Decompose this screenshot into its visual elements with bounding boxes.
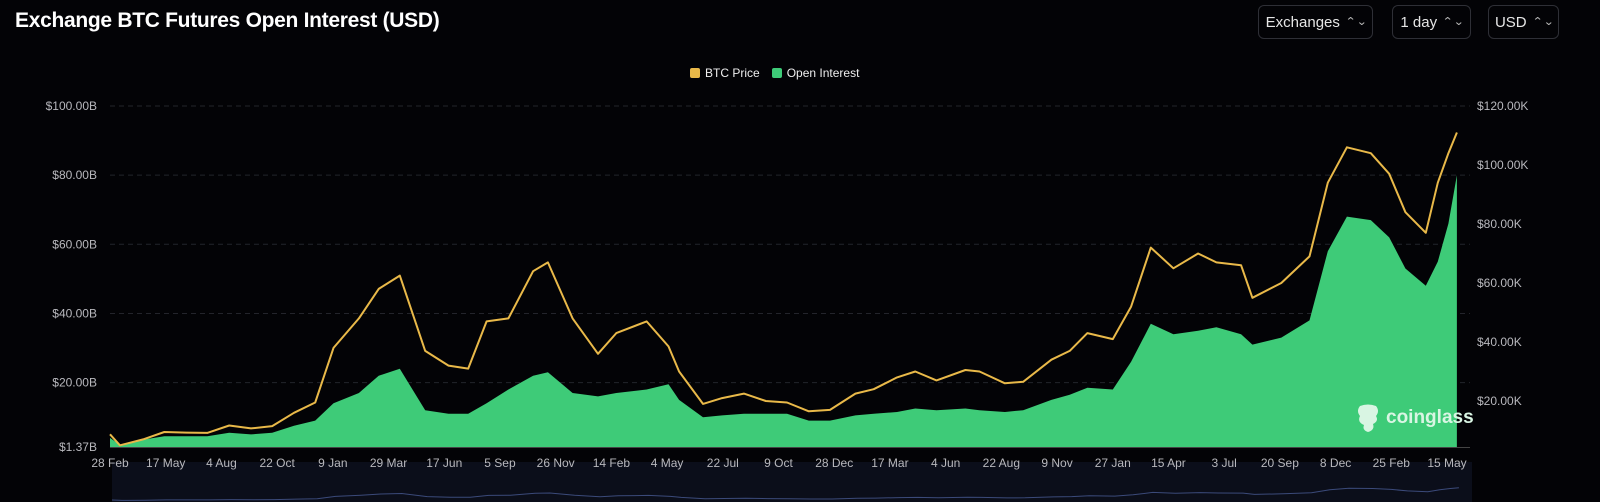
x-axis-tick: 29 Mar xyxy=(370,456,407,470)
watermark-text: coinglass xyxy=(1386,407,1474,428)
x-axis-tick: 25 Feb xyxy=(1373,456,1411,470)
x-axis-tick: 9 Oct xyxy=(764,456,793,470)
x-axis-tick: 28 Dec xyxy=(815,456,853,470)
legend-label: Open Interest xyxy=(786,66,860,80)
currency-select[interactable]: USD ⌃⌄ xyxy=(1488,5,1559,39)
x-axis-tick: 9 Nov xyxy=(1041,456,1072,470)
right-axis-tick: $100.00K xyxy=(1477,158,1528,172)
left-axis-tick: $80.00B xyxy=(52,168,97,182)
currency-label: USD xyxy=(1494,13,1527,31)
right-axis-tick: $60.00K xyxy=(1477,276,1522,290)
btc-price-line xyxy=(109,132,1458,447)
exchanges-select[interactable]: Exchanges ⌃⌄ xyxy=(1258,5,1373,39)
x-axis-tick: 15 May xyxy=(1427,456,1466,470)
right-axis-tick: $120.00K xyxy=(1477,99,1528,113)
x-axis-tick: 22 Oct xyxy=(259,456,295,470)
x-axis-tick: 3 Jul xyxy=(1211,456,1236,470)
legend-label: BTC Price xyxy=(705,66,760,80)
x-axis-tick: 17 Mar xyxy=(871,456,908,470)
open-interest-area xyxy=(110,175,1457,447)
x-axis-tick: 20 Sep xyxy=(1261,456,1299,470)
coinglass-logo-icon xyxy=(1358,404,1378,432)
page-title: Exchange BTC Futures Open Interest (USD) xyxy=(15,9,440,32)
x-axis-tick: 4 Aug xyxy=(206,456,237,470)
x-axis-tick: 4 Jun xyxy=(931,456,960,470)
left-axis-tick: $20.00B xyxy=(52,376,97,390)
range-navigator[interactable] xyxy=(112,462,1472,502)
left-axis-tick: $40.00B xyxy=(52,306,97,320)
x-axis-tick: 8 Dec xyxy=(1320,456,1351,470)
chevron-up-down-icon: ⌃⌄ xyxy=(1442,15,1465,28)
x-axis-tick: 9 Jan xyxy=(318,456,347,470)
x-axis-tick: 17 May xyxy=(146,456,185,470)
x-axis-tick: 22 Aug xyxy=(983,456,1020,470)
right-axis-tick: $40.00K xyxy=(1477,335,1522,349)
legend-swatch-btc xyxy=(690,68,700,78)
coinglass-watermark: coinglass xyxy=(1355,403,1474,433)
x-axis-tick: 5 Sep xyxy=(484,456,516,470)
x-axis-tick: 26 Nov xyxy=(537,456,575,470)
exchanges-label: Exchanges xyxy=(1265,13,1340,31)
left-axis-tick: $100.00B xyxy=(46,99,97,113)
x-axis-tick: 28 Feb xyxy=(91,456,129,470)
left-axis-tick: $1.37B xyxy=(59,440,97,454)
x-axis-tick: 27 Jan xyxy=(1095,456,1131,470)
legend-item-btc-price[interactable]: BTC Price xyxy=(690,66,760,80)
navigator-line xyxy=(111,487,1459,501)
chart-legend: BTC Price Open Interest xyxy=(690,66,859,80)
interval-select[interactable]: 1 day ⌃⌄ xyxy=(1392,5,1471,39)
legend-item-open-interest[interactable]: Open Interest xyxy=(771,66,860,80)
x-axis-tick: 22 Jul xyxy=(707,456,739,470)
chevron-up-down-icon: ⌃⌄ xyxy=(1531,15,1554,28)
x-axis-tick: 15 Apr xyxy=(1151,456,1186,470)
right-axis-tick: $80.00K xyxy=(1477,217,1522,231)
chevron-up-down-icon: ⌃⌄ xyxy=(1345,15,1368,28)
legend-swatch-oi xyxy=(771,68,782,78)
x-axis-tick: 14 Feb xyxy=(593,456,631,470)
x-axis-tick: 17 Jun xyxy=(426,456,462,470)
right-axis-tick: $20.00K xyxy=(1477,394,1522,408)
x-axis-tick: 4 May xyxy=(651,456,684,470)
left-axis-tick: $60.00B xyxy=(52,237,97,251)
interval-label: 1 day xyxy=(1400,13,1438,31)
